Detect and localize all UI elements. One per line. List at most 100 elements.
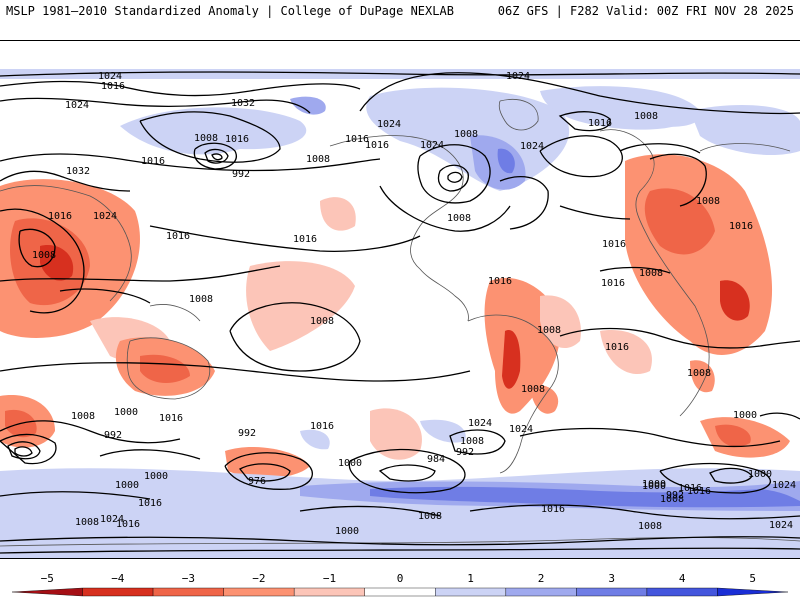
colorbar-tick-label: −5 (41, 572, 54, 585)
isobar-contour (0, 362, 471, 382)
isobar-label: 1000 (338, 458, 362, 469)
isobar-contour (519, 427, 781, 448)
isobar-contour (359, 72, 800, 115)
isobar-label: 1024 (520, 141, 544, 152)
isobar-contour (469, 504, 800, 520)
coastline (0, 185, 132, 302)
coastline (467, 314, 559, 474)
colorbar-tick-label: 3 (608, 572, 615, 585)
isobar-label: 1016 (729, 221, 753, 232)
isobar-label: 1016 (101, 81, 125, 92)
isobar-contour (139, 111, 281, 163)
coastline (149, 304, 201, 322)
isobar-label: 1016 (602, 239, 626, 250)
anomaly-region (715, 424, 751, 447)
isobar-label: 1000 (642, 481, 666, 492)
colorbar-segment (11, 587, 83, 597)
isobar-label: 976 (248, 476, 266, 487)
isobar-label: 1016 (138, 498, 162, 509)
coastline-layer (0, 99, 800, 547)
anomaly-region (530, 385, 559, 414)
isobar-label: 1024 (93, 211, 117, 222)
anomaly-region (640, 106, 700, 127)
isobar-label: 1016 (345, 134, 369, 145)
colorbar-segment (223, 587, 295, 597)
isobar-label: 1024 (468, 418, 492, 429)
isobar-label: 1008 (32, 250, 56, 261)
isobar-label: 1032 (231, 98, 255, 109)
isobar-contour-layer (0, 71, 800, 554)
isobar-label: 1008 (189, 294, 213, 305)
isobar-contour (558, 111, 611, 132)
isobar-label: 1008 (454, 129, 478, 140)
isobar-label: 1016 (293, 234, 317, 245)
isobar-label: 1024 (509, 424, 533, 435)
isobar-label: 1008 (634, 111, 658, 122)
isobar-contour (99, 449, 201, 460)
isobar-contour (659, 462, 772, 494)
isobar-label: 992 (666, 490, 684, 501)
anomaly-region (120, 107, 307, 155)
isobar-label: 1008 (75, 517, 99, 528)
colorbar-segment (576, 587, 648, 597)
isobar-label: 1008 (521, 384, 545, 395)
isobar-label: 984 (427, 454, 445, 465)
colorbar-tick-label: −3 (182, 572, 195, 585)
isobar-contour (14, 446, 33, 457)
isobar-label: 1016 (159, 413, 183, 424)
isobar-contour (149, 225, 421, 252)
colorbar-segment (82, 587, 154, 597)
colorbar-segment (505, 587, 577, 597)
anomaly-region (690, 105, 800, 156)
isobar-contour (0, 153, 381, 172)
isobar-label: 1024 (377, 119, 401, 130)
isobar-label: 1016 (588, 118, 612, 129)
isobar-label: 1024 (98, 71, 122, 82)
colorbar-tick-label: 0 (397, 572, 404, 585)
isobar-label: 992 (232, 169, 250, 180)
isobar-label: 1008 (696, 196, 720, 207)
anomaly-region (720, 280, 750, 321)
anomaly-region (600, 330, 652, 375)
isobar-contour (449, 429, 506, 455)
colorbar-gradient (11, 587, 789, 597)
isobar-label: 1024 (65, 100, 89, 111)
isobar-contour (559, 327, 800, 349)
isobar-label: 1016 (365, 140, 389, 151)
isobar-label: 1008 (660, 494, 684, 505)
colorbar-segment (435, 587, 507, 597)
anomaly-region (140, 354, 190, 383)
isobar-label: 1000 (144, 471, 168, 482)
isobar-label: 1016 (541, 504, 565, 515)
isobar-label: 1016 (48, 211, 72, 222)
isobar-contour (0, 170, 131, 192)
isobar-label: 1024 (769, 520, 793, 531)
isobar-label: 1016 (141, 156, 165, 167)
isobar-contour (18, 228, 56, 268)
isobar-contour (239, 463, 291, 482)
isobar-contour (211, 153, 223, 161)
anomaly-region (40, 245, 74, 281)
isobar-contour (378, 464, 436, 482)
isobar-label: 1016 (225, 134, 249, 145)
isobar-contour (437, 164, 469, 192)
isobar-contour (649, 153, 707, 207)
isobar-contour (619, 143, 701, 154)
isobar-contour (7, 441, 41, 460)
isobar-contour (447, 171, 463, 183)
isobar-contour (759, 412, 800, 420)
isobar-contour (348, 448, 466, 494)
anomaly-region (644, 188, 715, 255)
coastline (0, 537, 800, 547)
colorbar-tick-label: 2 (538, 572, 545, 585)
isobar-contour (229, 302, 361, 372)
anomaly-shading-layer (0, 69, 800, 558)
isobar-label: 1008 (639, 268, 663, 279)
map-title: MSLP 1981–2010 Standardized Anomaly | Co… (6, 4, 454, 18)
isobar-contour (0, 491, 151, 500)
anomaly-region (246, 261, 355, 351)
isobar-label: 1000 (114, 407, 138, 418)
isobar-label: 992 (104, 430, 122, 441)
isobar-contour (0, 80, 361, 97)
